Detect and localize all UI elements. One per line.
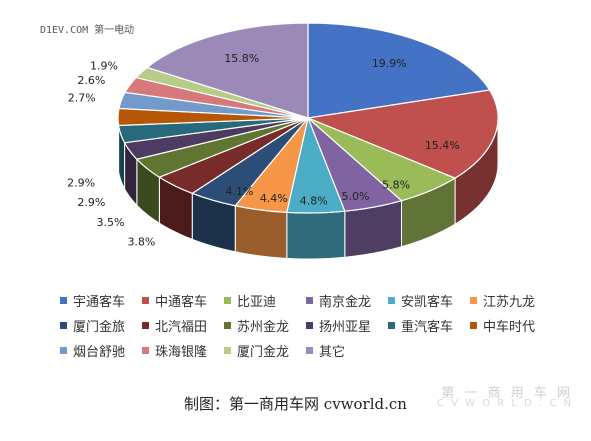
- pie-slice-1: [305, 89, 499, 179]
- legend-item: 扬州亚星: [306, 316, 388, 335]
- data-label-13: 2.6%: [77, 74, 105, 87]
- pie-top-faces: [117, 22, 499, 214]
- data-label-2: 5.8%: [382, 178, 410, 191]
- data-label-0: 19.9%: [372, 57, 407, 70]
- legend-swatch: [60, 322, 67, 329]
- legend-item: 安凯客车: [388, 291, 470, 310]
- legend-row: 宇通客车 中通客车 比亚迪 南京金龙 安凯客车 江苏九龙: [60, 288, 570, 313]
- pie-side-4: [286, 210, 346, 260]
- legend-item: 烟台舒驰: [60, 341, 142, 360]
- legend-item: 宇通客车: [60, 291, 142, 310]
- pie-data-labels: 19.9% 15.4% 5.8% 5.0% 4.8% 4.4% 4.1% 3.8%3.5% 2.…: [67, 52, 460, 249]
- legend-item: 中车时代: [470, 316, 552, 335]
- legend-label: 其它: [319, 345, 346, 360]
- legend-label: 烟台舒驰: [73, 345, 126, 360]
- data-label-10: 2.9%: [67, 177, 95, 190]
- data-label-12: 2.7%: [68, 92, 96, 105]
- legend-swatch: [142, 297, 149, 304]
- pie-side-5: [234, 205, 288, 259]
- legend-item: 北汽福田: [142, 316, 224, 335]
- legend-label: 中车时代: [483, 320, 536, 335]
- legend-label: 北汽福田: [155, 320, 208, 335]
- legend-item: 重汽客车: [388, 316, 470, 335]
- legend-label: 扬州亚星: [319, 320, 372, 335]
- legend-swatch: [224, 297, 231, 304]
- legend-label: 比亚迪: [237, 295, 277, 310]
- legend-label: 宇通客车: [73, 295, 126, 310]
- data-label-15: 15.8%: [224, 52, 259, 65]
- data-label-4: 4.8%: [300, 194, 328, 207]
- legend-swatch: [142, 322, 149, 329]
- legend-label: 厦门金旅: [73, 320, 126, 335]
- pie-slice-0: [307, 22, 491, 119]
- data-label-6: 4.1%: [226, 185, 254, 198]
- legend-label: 珠海银隆: [155, 345, 208, 360]
- top-watermark: D1EV.COM 第一电动: [40, 25, 135, 36]
- legend-swatch: [388, 297, 395, 304]
- legend-label: 中通客车: [155, 295, 208, 310]
- legend-swatch: [306, 347, 313, 354]
- legend-swatch: [306, 297, 313, 304]
- data-label-1: 15.4%: [425, 139, 460, 152]
- legend-swatch: [306, 322, 313, 329]
- legend-swatch: [470, 297, 477, 304]
- legend-swatch: [142, 347, 149, 354]
- legend-item: 苏州金龙: [224, 316, 306, 335]
- footer-credit: 制图：第一商用车网 cvworld.cn: [184, 395, 407, 413]
- legend-label: 厦门金龙: [237, 345, 290, 360]
- chart-legend: 宇通客车 中通客车 比亚迪 南京金龙 安凯客车 江苏九龙厦门金旅 北汽福田 苏州金龙 扬州亚星 重…: [60, 288, 570, 363]
- legend-swatch: [60, 297, 67, 304]
- legend-label: 江苏九龙: [483, 295, 536, 310]
- legend-swatch: [224, 322, 231, 329]
- legend-label: 南京金龙: [319, 295, 372, 310]
- legend-item: 江苏九龙: [470, 291, 552, 310]
- legend-item: 厦门金旅: [60, 316, 142, 335]
- legend-swatch: [224, 347, 231, 354]
- legend-item: 南京金龙: [306, 291, 388, 310]
- data-label-8: 3.5%: [97, 216, 125, 229]
- legend-item: 其它: [306, 341, 388, 360]
- data-label-5: 4.4%: [260, 192, 288, 205]
- legend-item: 中通客车: [142, 291, 224, 310]
- bottom-watermark-en: C V W O R L D . C N: [436, 398, 573, 409]
- legend-swatch: [388, 322, 395, 329]
- legend-item: 比亚迪: [224, 291, 306, 310]
- pie-sides: [117, 117, 499, 260]
- legend-label: 安凯客车: [401, 295, 454, 310]
- legend-item: 珠海银隆: [142, 341, 224, 360]
- legend-row: 烟台舒驰 珠海银隆 厦门金龙 其它: [60, 338, 570, 363]
- bottom-watermark-cn: 第 一 商 用 车 网: [441, 386, 573, 401]
- pie-slice-15: [145, 22, 309, 119]
- legend-row: 厦门金旅 北汽福田 苏州金龙 扬州亚星 重汽客车 中车时代: [60, 313, 570, 338]
- data-label-7: 3.8%: [127, 236, 155, 249]
- data-label-9: 2.9%: [77, 196, 105, 209]
- legend-item: 厦门金龙: [224, 341, 306, 360]
- legend-swatch: [60, 347, 67, 354]
- data-label-14: 1.9%: [90, 60, 118, 73]
- data-label-3: 5.0%: [342, 190, 370, 203]
- legend-label: 苏州金龙: [237, 320, 290, 335]
- legend-label: 重汽客车: [401, 320, 454, 335]
- legend-swatch: [470, 322, 477, 329]
